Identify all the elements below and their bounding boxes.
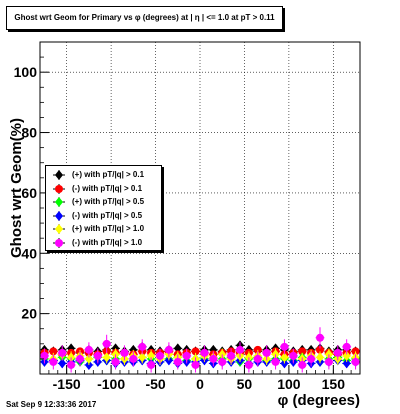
data-point [102,352,111,363]
data-point [164,345,173,354]
x-tick-label: -100 [97,376,125,392]
legend: (+) with pT/|q| > 0.1 (-) with pT/|q| > 0… [45,165,162,251]
data-series [40,327,360,373]
data-point [262,348,271,357]
legend-marker [53,197,65,207]
data-point [298,347,307,356]
data-point [84,345,93,354]
data-point [111,357,120,366]
data-point [147,350,156,361]
y-tick-label: 40 [21,245,37,261]
data-point [271,357,280,366]
data-point [191,347,200,356]
data-point [173,357,182,366]
data-point [280,342,289,351]
data-point [182,351,191,360]
legend-marker-shape [55,170,63,180]
data-point [307,354,316,363]
data-point [342,358,351,369]
y-tick-label: 100 [14,64,38,80]
legend-marker-shape [55,224,63,234]
data-point [58,348,67,357]
data-point [333,348,342,357]
x-tick-label: -150 [53,376,81,392]
legend-label: (-) with pT/|q| > 0.5 [72,210,143,220]
legend-marker-shape [55,210,63,221]
x-tick-label: -50 [145,376,165,392]
data-point [342,342,351,351]
legend-marker [53,224,65,234]
data-point [342,350,351,361]
y-axis-label: Ghost wrt Geom(%) [8,118,25,258]
x-axis-label: φ (degrees) [278,392,360,409]
x-tick-label: 150 [322,376,346,392]
legend-label: (+) with pT/|q| > 0.5 [72,197,145,206]
x-tick-label: 100 [277,376,301,392]
legend-marker [53,210,65,221]
data-point [129,354,138,363]
data-point [84,353,93,364]
data-point [58,358,67,369]
data-point [191,360,200,369]
data-point [120,348,129,357]
data-point [316,333,324,342]
data-point [280,352,289,363]
legend-label: (+) with pT/|q| > 1.0 [72,224,145,233]
data-point [173,343,182,354]
timestamp-footer: Sat Sep 9 12:33:36 2017 [6,400,97,409]
data-point [298,360,307,369]
data-point [316,345,324,354]
legend-marker [53,237,65,248]
legend-label: (-) with pT/|q| > 1.0 [72,237,143,247]
data-point [316,352,324,363]
grid-lines [40,42,360,374]
data-point [289,351,298,360]
axis-ticks: -150 -100 -50 0 50 100 150 20 40 60 80 100 [14,41,352,392]
data-point [40,351,49,360]
data-point [49,357,58,366]
data-point [209,354,218,363]
data-point [49,347,58,356]
data-point [93,351,102,360]
data-point [138,352,147,363]
legend-marker [53,183,65,194]
data-point [218,357,227,366]
data-point [253,354,262,363]
y-tick-label: 20 [21,306,37,322]
data-point [138,342,147,351]
data-point [244,360,253,369]
x-tick-label: 50 [237,376,253,392]
legend-marker-shape [55,184,63,193]
data-point [76,354,84,363]
data-point [102,339,111,348]
x-tick-label: 0 [196,376,204,392]
legend-marker-shape [55,197,63,207]
legend-label: (+) with pT/|q| > 0.1 [72,170,145,179]
data-point [351,357,360,366]
chart-title: Ghost wrt Geom for Primary vs φ (degrees… [6,6,283,30]
data-point [236,345,244,354]
data-point [200,348,209,357]
y-tick-label: 80 [21,125,37,141]
data-point [147,360,156,369]
legend-marker-shape [55,238,63,247]
legend-label: (-) with pT/|q| > 0.1 [72,183,143,193]
data-point [324,357,333,366]
series-6 [40,327,360,373]
y-tick-label: 60 [21,185,37,201]
legend-marker [53,170,65,180]
data-point [156,351,164,360]
data-point [67,360,76,369]
data-point [227,351,236,360]
